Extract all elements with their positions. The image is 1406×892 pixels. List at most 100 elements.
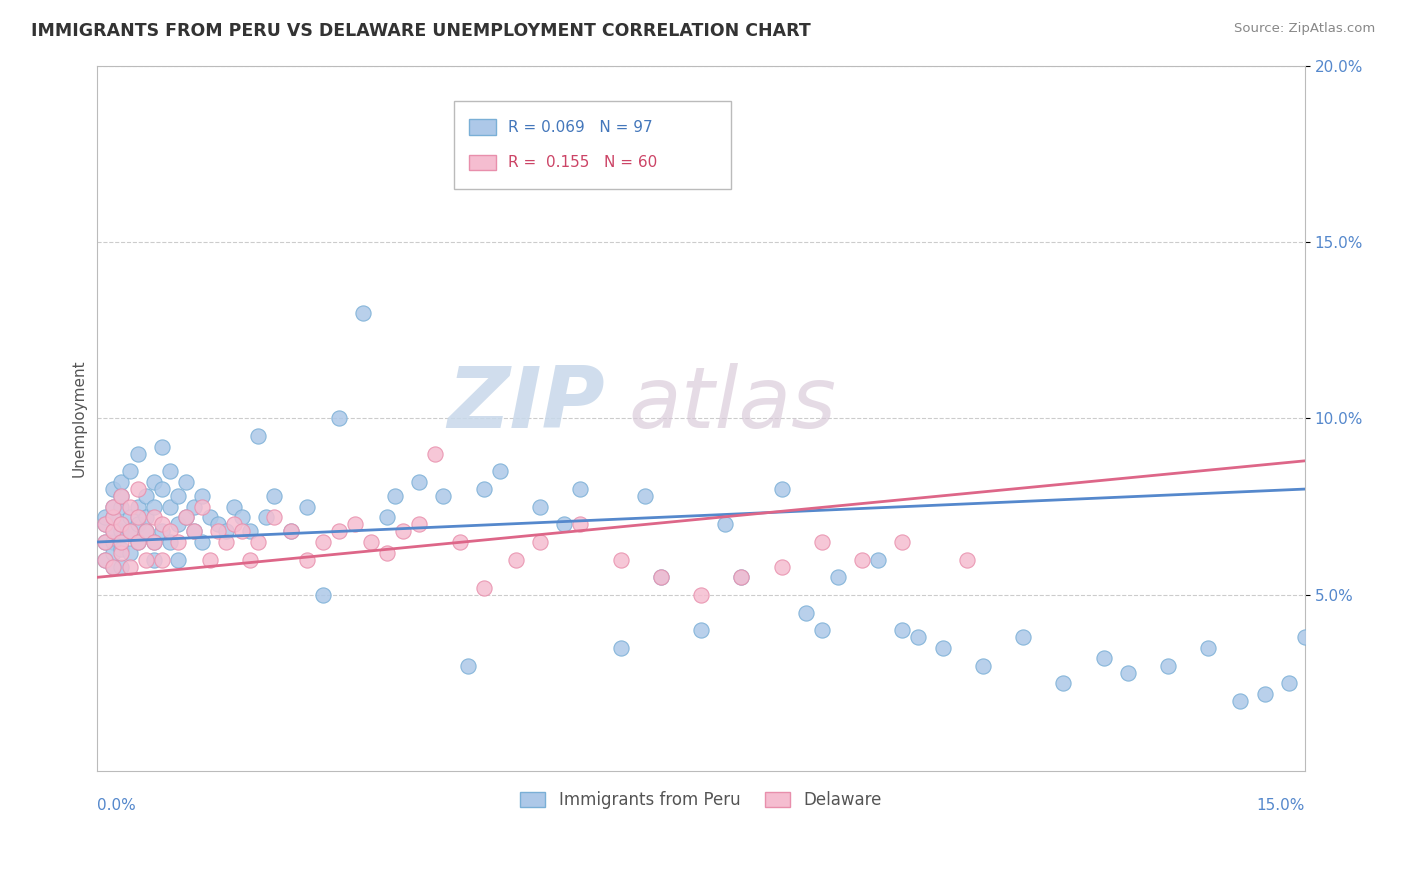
Point bbox=[118, 524, 141, 539]
Point bbox=[505, 552, 527, 566]
Point bbox=[166, 489, 188, 503]
Point bbox=[868, 552, 890, 566]
Point bbox=[94, 535, 117, 549]
Point bbox=[690, 624, 713, 638]
Point bbox=[118, 524, 141, 539]
Point bbox=[150, 440, 173, 454]
Point bbox=[811, 624, 834, 638]
Point bbox=[142, 475, 165, 489]
Point bbox=[166, 517, 188, 532]
Point bbox=[650, 570, 672, 584]
Point bbox=[239, 524, 262, 539]
Point bbox=[263, 489, 285, 503]
Point bbox=[183, 524, 205, 539]
Point bbox=[263, 510, 285, 524]
Point bbox=[375, 510, 398, 524]
Point bbox=[207, 524, 229, 539]
Point bbox=[328, 411, 350, 425]
Text: 0.0%: 0.0% bbox=[97, 798, 136, 814]
Point bbox=[609, 552, 631, 566]
Point bbox=[94, 552, 117, 566]
Point bbox=[343, 517, 366, 532]
Point bbox=[312, 535, 335, 549]
Point bbox=[118, 510, 141, 524]
Text: ZIP: ZIP bbox=[447, 363, 605, 446]
Point bbox=[110, 500, 132, 514]
Point bbox=[1157, 658, 1180, 673]
Point bbox=[103, 559, 125, 574]
Point bbox=[384, 489, 406, 503]
Point bbox=[215, 524, 238, 539]
Point bbox=[118, 545, 141, 559]
Point bbox=[449, 535, 471, 549]
Point bbox=[360, 535, 382, 549]
Point bbox=[174, 510, 197, 524]
Point bbox=[142, 510, 165, 524]
Point bbox=[1229, 694, 1251, 708]
Point bbox=[174, 510, 197, 524]
Point bbox=[150, 482, 173, 496]
Point bbox=[931, 640, 953, 655]
Point bbox=[634, 489, 657, 503]
Point bbox=[94, 535, 117, 549]
Point bbox=[94, 552, 117, 566]
Point bbox=[488, 465, 510, 479]
Point bbox=[135, 510, 157, 524]
Point bbox=[191, 489, 214, 503]
Point bbox=[1052, 676, 1074, 690]
Point bbox=[94, 517, 117, 532]
Point bbox=[569, 517, 592, 532]
Point bbox=[827, 570, 849, 584]
Point bbox=[239, 552, 262, 566]
Point bbox=[110, 475, 132, 489]
Point bbox=[110, 559, 132, 574]
Point bbox=[224, 500, 246, 514]
Point bbox=[425, 447, 447, 461]
Legend: Immigrants from Peru, Delaware: Immigrants from Peru, Delaware bbox=[513, 785, 889, 816]
Point bbox=[94, 510, 117, 524]
Point bbox=[110, 542, 132, 557]
Point bbox=[110, 517, 132, 532]
Text: Source: ZipAtlas.com: Source: ZipAtlas.com bbox=[1234, 22, 1375, 36]
Point bbox=[150, 517, 173, 532]
Point bbox=[1116, 665, 1139, 680]
Point bbox=[569, 482, 592, 496]
Point bbox=[127, 447, 149, 461]
Point bbox=[110, 517, 132, 532]
Point bbox=[472, 581, 495, 595]
Point bbox=[392, 524, 415, 539]
Point bbox=[730, 570, 752, 584]
Point bbox=[198, 552, 221, 566]
Point bbox=[127, 500, 149, 514]
Point bbox=[956, 552, 979, 566]
Point bbox=[174, 475, 197, 489]
Point bbox=[103, 559, 125, 574]
Text: IMMIGRANTS FROM PERU VS DELAWARE UNEMPLOYMENT CORRELATION CHART: IMMIGRANTS FROM PERU VS DELAWARE UNEMPLO… bbox=[31, 22, 811, 40]
Point bbox=[142, 552, 165, 566]
FancyBboxPatch shape bbox=[454, 101, 731, 189]
Point bbox=[1012, 630, 1035, 644]
Point bbox=[1278, 676, 1301, 690]
Text: 15.0%: 15.0% bbox=[1257, 798, 1305, 814]
Point bbox=[851, 552, 873, 566]
Point bbox=[328, 524, 350, 539]
Point bbox=[1294, 630, 1316, 644]
Point bbox=[110, 489, 132, 503]
Point bbox=[690, 588, 713, 602]
Point bbox=[408, 517, 430, 532]
Point bbox=[609, 640, 631, 655]
Point bbox=[159, 500, 181, 514]
Point bbox=[295, 500, 318, 514]
Point bbox=[891, 535, 914, 549]
Point bbox=[794, 606, 817, 620]
Point bbox=[110, 489, 132, 503]
Point bbox=[529, 500, 551, 514]
Point bbox=[231, 510, 253, 524]
Point bbox=[1092, 651, 1115, 665]
Point bbox=[103, 524, 125, 539]
Point bbox=[135, 552, 157, 566]
Point bbox=[103, 535, 125, 549]
Point bbox=[103, 524, 125, 539]
Point bbox=[224, 517, 246, 532]
Point bbox=[247, 535, 270, 549]
